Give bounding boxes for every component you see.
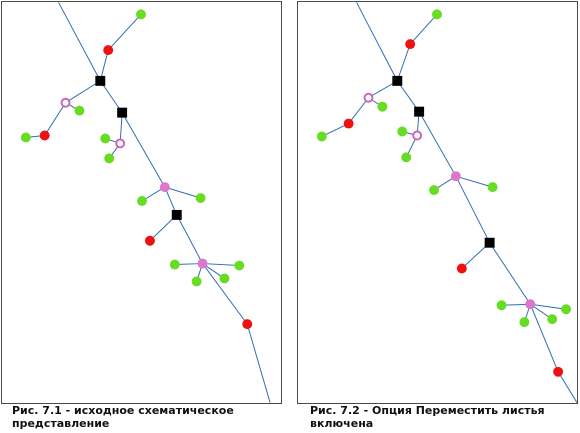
green-leaf-node	[104, 153, 115, 164]
junction-node	[171, 209, 182, 220]
red-endpoint-node	[39, 130, 50, 141]
green-leaf-node	[429, 185, 439, 196]
network-edge	[396, 14, 438, 82]
junction-node	[414, 106, 425, 117]
figure-panel-left	[1, 1, 282, 404]
network-edge	[356, 2, 398, 82]
green-leaf-node	[195, 193, 206, 203]
red-endpoint-node	[405, 39, 416, 50]
hollow-branch-node	[115, 138, 126, 149]
figure-panel-right	[297, 1, 578, 404]
network-edge	[176, 214, 204, 264]
network-edge	[529, 304, 559, 372]
green-leaf-node	[397, 126, 408, 137]
pink-branch-node	[159, 182, 170, 193]
network-edge	[58, 2, 101, 82]
red-endpoint-node	[144, 235, 155, 246]
network-edge	[202, 263, 248, 325]
green-leaf-node	[219, 273, 230, 284]
pink-branch-node	[197, 258, 208, 269]
network-edge	[99, 80, 123, 113]
network-edge	[164, 186, 201, 199]
schematic-diagram-left	[20, 2, 271, 403]
red-endpoint-node	[242, 319, 253, 330]
network-edge	[121, 112, 166, 188]
red-endpoint-node	[456, 263, 467, 274]
hollow-branch-node	[60, 97, 71, 108]
network-edge	[396, 80, 420, 112]
green-leaf-node	[20, 132, 31, 143]
network-edge	[202, 263, 240, 267]
network-edge	[44, 102, 66, 136]
hollow-branch-node	[363, 92, 374, 103]
pink-branch-node	[525, 299, 536, 310]
network-edge	[530, 303, 567, 310]
figure-caption-right: Рис. 7.2 - Опция Переместить листья вклю…	[310, 404, 545, 430]
red-endpoint-node	[103, 45, 114, 56]
hollow-branch-node	[412, 130, 423, 141]
junction-node	[484, 237, 495, 248]
network-edge	[348, 97, 369, 124]
green-leaf-node	[191, 276, 202, 287]
green-leaf-node	[234, 260, 245, 271]
green-leaf-node	[432, 9, 442, 20]
green-leaf-node	[74, 105, 85, 116]
green-leaf-node	[561, 304, 572, 315]
network-edge	[557, 371, 577, 403]
schematic-diagram-right	[316, 2, 577, 403]
green-leaf-node	[136, 9, 146, 20]
network-edge	[119, 112, 123, 144]
red-endpoint-node	[553, 366, 564, 377]
green-leaf-node	[519, 317, 530, 328]
pink-branch-node	[450, 171, 461, 182]
junction-node	[392, 75, 403, 86]
network-edge	[65, 80, 101, 104]
green-leaf-node	[547, 314, 558, 325]
network-edge	[455, 175, 491, 243]
network-edge	[246, 323, 271, 403]
green-leaf-node	[401, 152, 412, 163]
green-leaf-node	[487, 182, 498, 193]
green-leaf-node	[100, 133, 111, 144]
junction-node	[117, 107, 128, 118]
network-edge	[455, 175, 493, 188]
green-leaf-node	[137, 196, 147, 206]
green-leaf-node	[377, 101, 388, 112]
red-endpoint-node	[343, 118, 354, 129]
network-edge	[489, 242, 531, 305]
network-edge	[418, 111, 457, 177]
figure-caption-left: Рис. 7.1 - исходное схематическое предст…	[12, 404, 234, 430]
green-leaf-node	[169, 259, 180, 270]
green-leaf-node	[496, 300, 507, 311]
green-leaf-node	[316, 131, 327, 142]
junction-node	[95, 75, 106, 86]
